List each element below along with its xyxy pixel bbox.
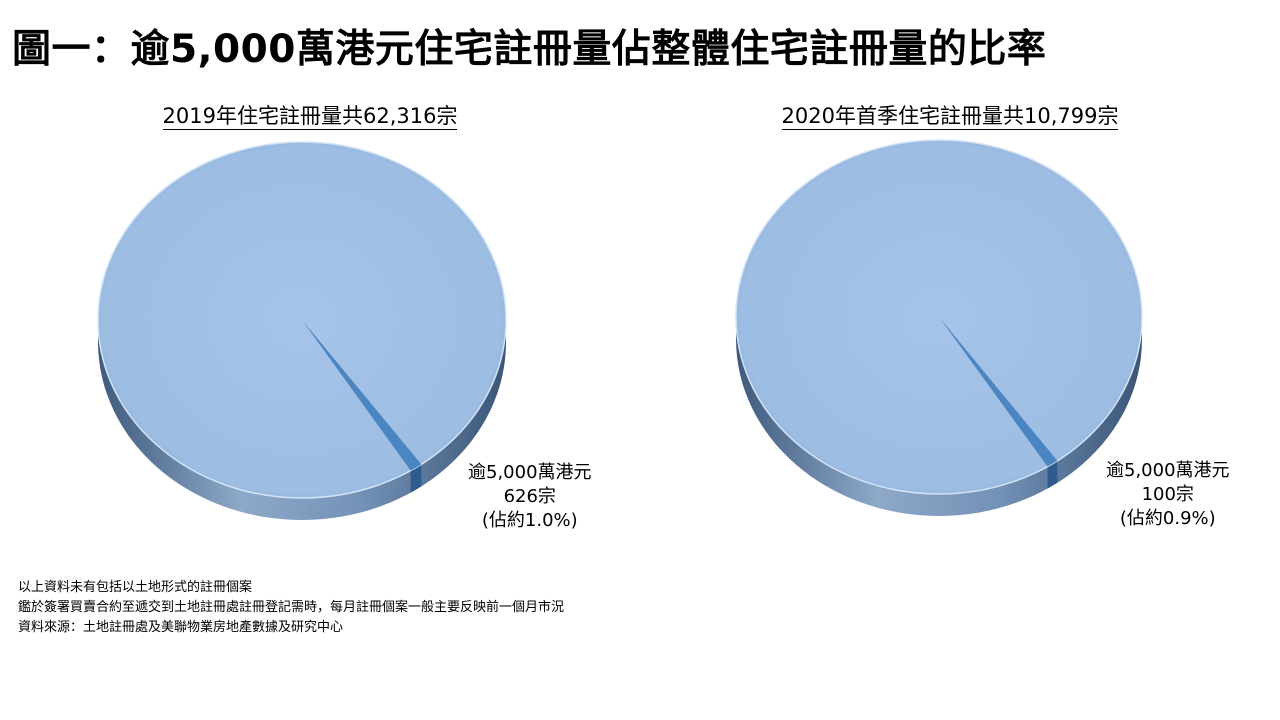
pie-chart-2020q1: 2020年首季住宅註冊量共10,799宗 逾5,000萬港元 100宗 (佔約0…	[640, 95, 1260, 555]
pie-svg	[735, 139, 1143, 516]
slice-highlight	[939, 317, 1058, 467]
footnote: 資料來源：土地註冊處及美聯物業房地產數據及研究中心	[18, 620, 344, 635]
chart-title: 2019年住宅註冊量共62,316宗	[162, 104, 458, 130]
page-title: 圖一：逾5,000萬港元住宅註冊量佔整體住宅註冊量的比率	[12, 27, 1047, 72]
slice-side	[410, 464, 422, 493]
slice-label-share: (佔約0.9%)	[1119, 508, 1216, 529]
footnotes: 以上資料未有包括以土地形式的註冊個案 鑑於簽署買賣合約至遞交到土地註冊處註冊登記…	[18, 578, 564, 638]
slice-label-name: 逾5,000萬港元	[1106, 460, 1230, 481]
footnote: 鑑於簽署買賣合約至遞交到土地註冊處註冊登記需時，每月註冊個案一般主要反映前一個月…	[18, 600, 565, 615]
slice-label-name: 逾5,000萬港元	[468, 462, 592, 483]
slice-label: 逾5,000萬港元 100宗 (佔約0.9%)	[1106, 459, 1230, 531]
pie-svg	[97, 141, 507, 520]
footnote: 以上資料未有包括以土地形式的註冊個案	[18, 580, 253, 595]
chart-title: 2020年首季住宅註冊量共10,799宗	[781, 104, 1119, 130]
slice-label-share: (佔約1.0%)	[481, 510, 578, 531]
slice-label-count: 626宗	[503, 486, 556, 507]
slice-label: 逾5,000萬港元 626宗 (佔約1.0%)	[468, 461, 592, 533]
slice-label-count: 100宗	[1141, 484, 1194, 505]
slice-side	[1047, 460, 1058, 489]
slice-highlight	[302, 320, 422, 471]
pie-chart-2019: 2019年住宅註冊量共62,316宗 逾5,000萬港元 626宗 (佔約1.0…	[0, 95, 620, 555]
